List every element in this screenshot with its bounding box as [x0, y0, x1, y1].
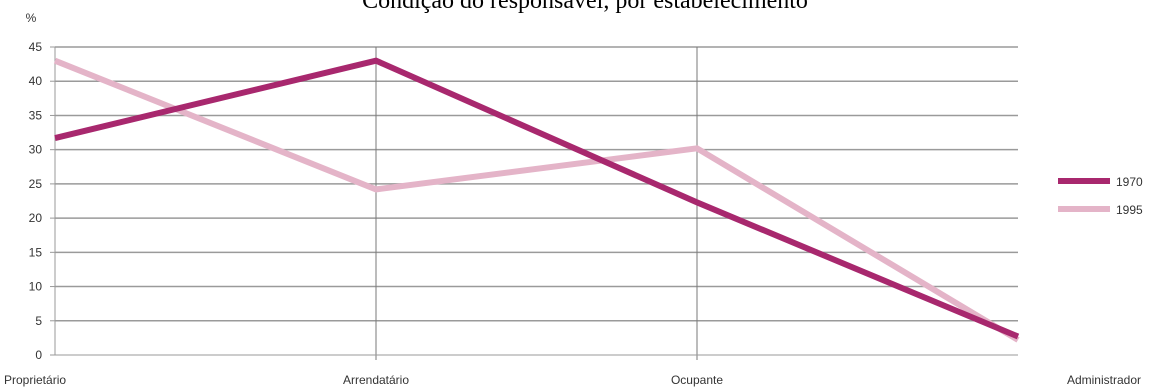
series-lines [53, 57, 1020, 343]
y-tick-label: 10 [29, 280, 43, 294]
legend: 1970 1995 [1058, 175, 1143, 217]
y-tick-label: 0 [35, 348, 42, 362]
x-tick-label: Administrador [1067, 373, 1141, 387]
legend-label-1995: 1995 [1116, 203, 1143, 217]
chart-title: Condição do responsável, por estabelecim… [362, 0, 808, 14]
x-tick-label: Ocupante [671, 373, 723, 387]
vertical-gridlines [375, 47, 698, 360]
x-tick-label: Arrendatário [343, 373, 409, 387]
y-tick-label: 25 [29, 177, 43, 191]
y-tick-label: 15 [29, 245, 43, 259]
y-tick-labels: 0 5 10 15 20 25 30 35 40 45 [29, 40, 43, 362]
series-line-1995 [53, 57, 1020, 343]
y-tick-label: 45 [29, 40, 43, 54]
y-tick-label: 40 [29, 74, 43, 88]
y-tick-label: 5 [35, 314, 42, 328]
legend-label-1970: 1970 [1116, 175, 1143, 189]
grid [50, 46, 1018, 356]
y-tick-label: 35 [29, 108, 43, 122]
series-line-1970 [54, 57, 1020, 340]
x-tick-label: Proprietário [4, 373, 66, 387]
y-tick-label: 20 [29, 211, 43, 225]
y-axis-unit: % [26, 11, 37, 25]
y-tick-label: 30 [29, 143, 43, 157]
x-tick-labels: Proprietário Arrendatário Ocupante Administ… [4, 373, 1141, 387]
